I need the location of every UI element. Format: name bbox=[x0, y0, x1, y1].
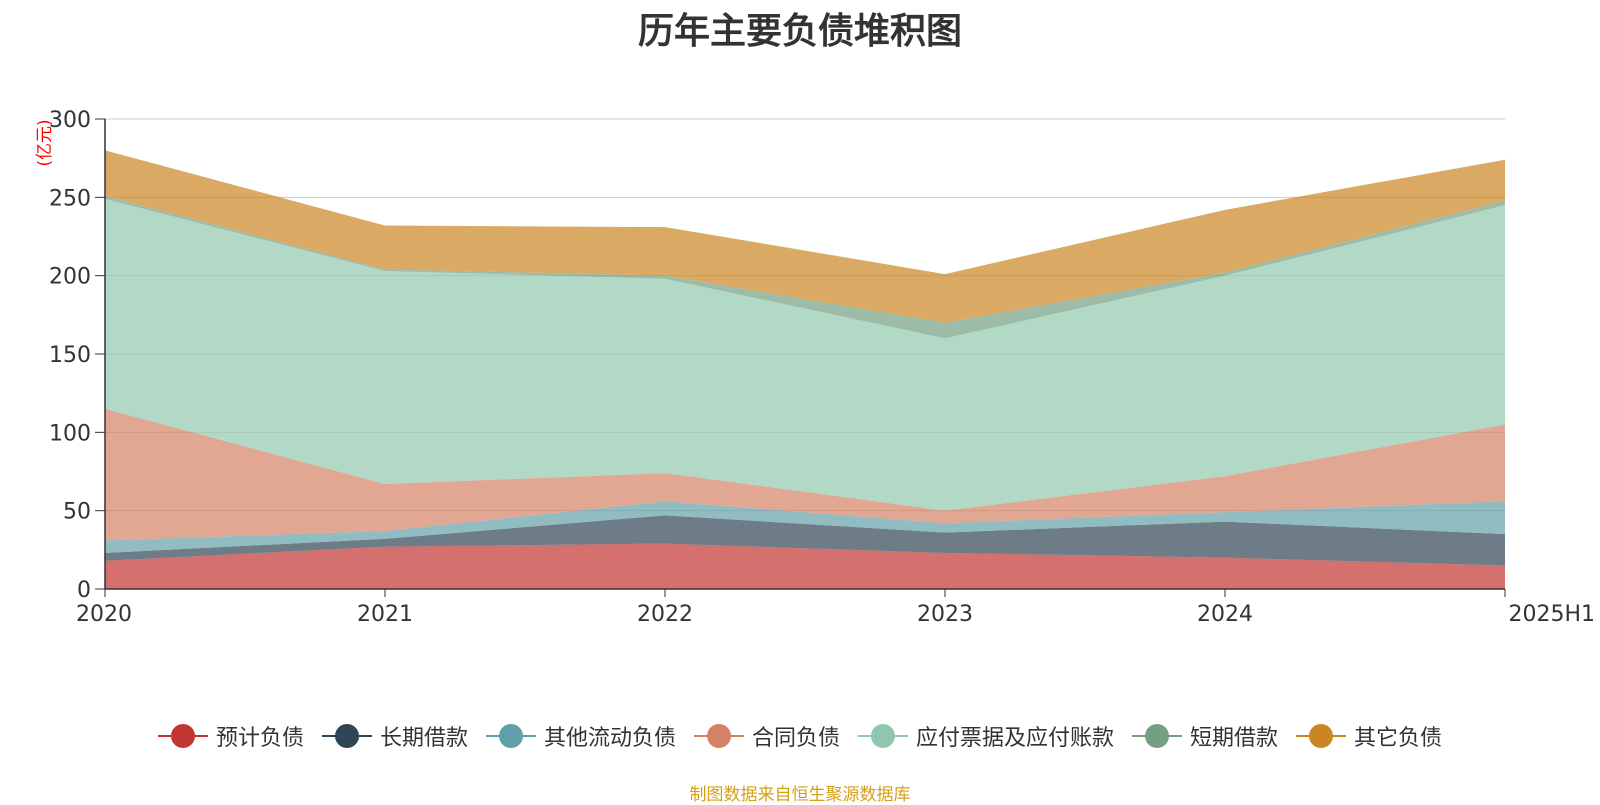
legend-item-6[interactable]: 其它负债 bbox=[1296, 720, 1442, 752]
area-series-4 bbox=[105, 198, 1505, 511]
axis-layer: 0 50 100 150 200 250 300 2020 2021 2022 2023 2024 20… bbox=[49, 108, 1595, 627]
legend-swatch-icon bbox=[321, 724, 372, 748]
area-series-0 bbox=[105, 543, 1505, 589]
legend-swatch-icon bbox=[858, 724, 908, 748]
legend-label: 预计负债 bbox=[215, 726, 304, 751]
legend-label: 合同负债 bbox=[751, 726, 840, 751]
y-tick-label-200: 200 bbox=[49, 265, 91, 290]
legend-item-1[interactable]: 长期借款 bbox=[321, 720, 468, 752]
legend-swatch-icon bbox=[485, 724, 536, 748]
legend-item-3[interactable]: 合同负债 bbox=[693, 720, 840, 752]
source-note: 制图数据来自恒生聚源数据库 bbox=[689, 785, 911, 805]
legend-swatch-icon bbox=[157, 724, 208, 748]
legend-label: 短期借款 bbox=[1190, 726, 1279, 751]
stacked-area-chart: 0 50 100 150 200 250 300 2020 2021 2022 2023 2024 20… bbox=[35, 108, 1595, 627]
x-tick-label-3: 2023 bbox=[917, 602, 973, 627]
legend-label: 长期借款 bbox=[379, 726, 468, 751]
legend-label: 其他流动负债 bbox=[543, 726, 676, 751]
legend-label: 应付票据及应付账款 bbox=[916, 726, 1115, 751]
legend-item-4[interactable]: 应付票据及应付账款 bbox=[858, 720, 1114, 752]
legend-item-2[interactable]: 其他流动负债 bbox=[485, 720, 676, 752]
x-tick-label-4: 2024 bbox=[1197, 602, 1253, 627]
area-series-3 bbox=[105, 408, 1505, 541]
legend-item-0[interactable]: 预计负债 bbox=[157, 720, 304, 752]
legend-swatch-icon bbox=[1296, 724, 1347, 748]
legend-swatch-icon bbox=[1132, 724, 1183, 748]
legend-swatch-icon bbox=[693, 724, 744, 748]
area-series-6 bbox=[105, 150, 1505, 323]
x-tick-label-2: 2022 bbox=[637, 602, 693, 627]
y-tick-label-300: 300 bbox=[49, 108, 91, 133]
y-axis-unit-label: (亿元) bbox=[35, 119, 55, 166]
x-tick-label-1: 2021 bbox=[357, 602, 413, 627]
y-tick-label-100: 100 bbox=[49, 421, 91, 446]
area-layer bbox=[105, 150, 1505, 589]
y-tick-label-50: 50 bbox=[63, 500, 91, 525]
legend-item-5[interactable]: 短期借款 bbox=[1132, 720, 1278, 752]
legend-label: 其它负债 bbox=[1354, 726, 1443, 751]
y-tick-label-0: 0 bbox=[77, 578, 91, 603]
legend: 预计负债 长期借款 其他流动负债 合同负债 应付票据及应付账款 短期借款 其它负债 bbox=[0, 716, 1600, 756]
chart-title: 历年主要负债堆积图 bbox=[637, 11, 962, 52]
x-tick-label-0: 2020 bbox=[76, 602, 132, 627]
x-tick-label-5: 2025H1 bbox=[1508, 602, 1595, 627]
y-tick-label-250: 250 bbox=[49, 186, 91, 211]
area-series-1 bbox=[105, 515, 1505, 566]
y-tick-label-150: 150 bbox=[49, 343, 91, 368]
